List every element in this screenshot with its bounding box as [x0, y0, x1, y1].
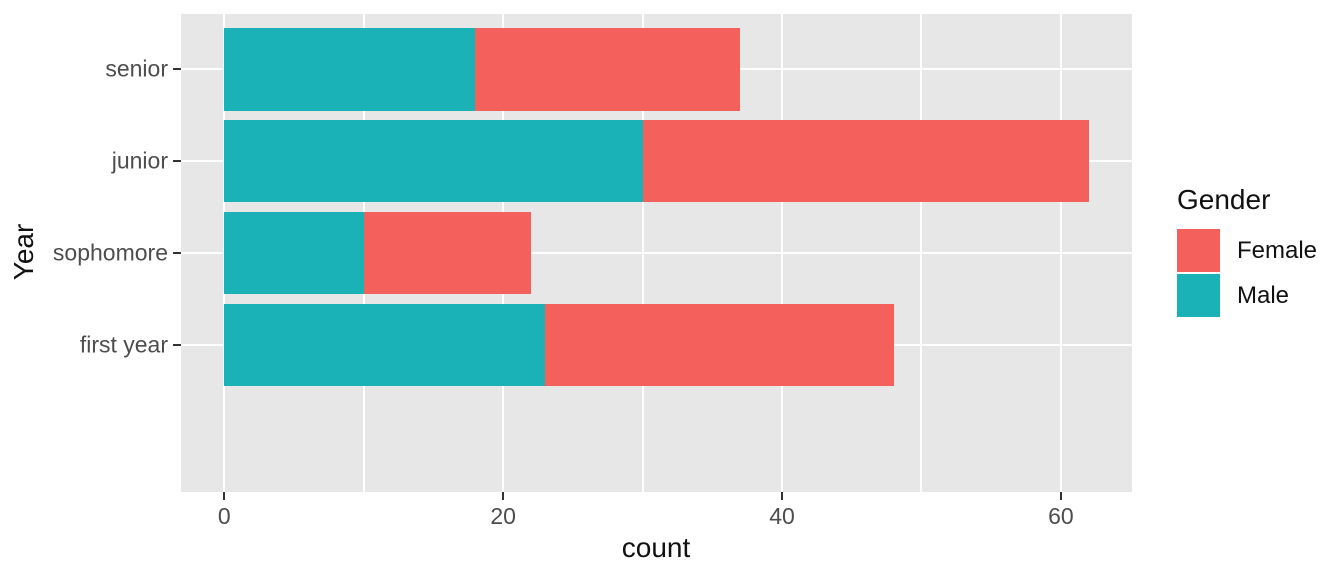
- x-tick-mark: [502, 492, 505, 500]
- y-major-gridline: [181, 251, 1132, 255]
- bar-segment-male: [224, 27, 476, 111]
- y-tick-mark: [173, 252, 181, 254]
- x-tick-label: 20: [490, 503, 516, 529]
- y-tick-mark: [173, 68, 181, 71]
- bar-segment-female: [544, 303, 894, 387]
- y-tick-label: senior: [105, 55, 168, 82]
- bar-segment-female: [363, 211, 531, 295]
- y-tick-mark: [173, 343, 181, 346]
- bar-segment-male: [224, 211, 364, 295]
- x-tick-label: 0: [217, 503, 231, 529]
- x-tick-mark: [780, 492, 783, 500]
- plot-panel: [181, 14, 1132, 492]
- y-tick-mark: [173, 160, 181, 163]
- x-axis-title: count: [621, 532, 691, 563]
- x-tick-label: 60: [1048, 503, 1074, 529]
- bar-segment-female: [475, 27, 741, 111]
- legend-title: Gender: [1177, 184, 1271, 215]
- y-tick-label: junior: [111, 147, 168, 174]
- legend-entry: Female: [1177, 229, 1317, 272]
- bar-segment-female: [642, 119, 1089, 203]
- bar-segment-male: [224, 303, 545, 387]
- x-tick-label: 40: [769, 503, 795, 529]
- x-tick-mark: [223, 492, 226, 500]
- y-tick-label: sophomore: [52, 239, 168, 266]
- legend-label: Male: [1237, 282, 1290, 309]
- legend-entries: Female Male: [1177, 229, 1317, 317]
- bar-segment-male: [224, 119, 643, 203]
- y-tick-label: first year: [79, 331, 168, 358]
- y-axis-title: Year: [8, 223, 39, 281]
- legend-label: Female: [1237, 237, 1318, 264]
- legend-swatch-female: [1177, 229, 1220, 272]
- x-tick-mark: [1059, 492, 1062, 500]
- legend: Gender Female Male: [1177, 184, 1317, 319]
- legend-entry: Male: [1177, 274, 1317, 317]
- legend-swatch-male: [1177, 274, 1220, 317]
